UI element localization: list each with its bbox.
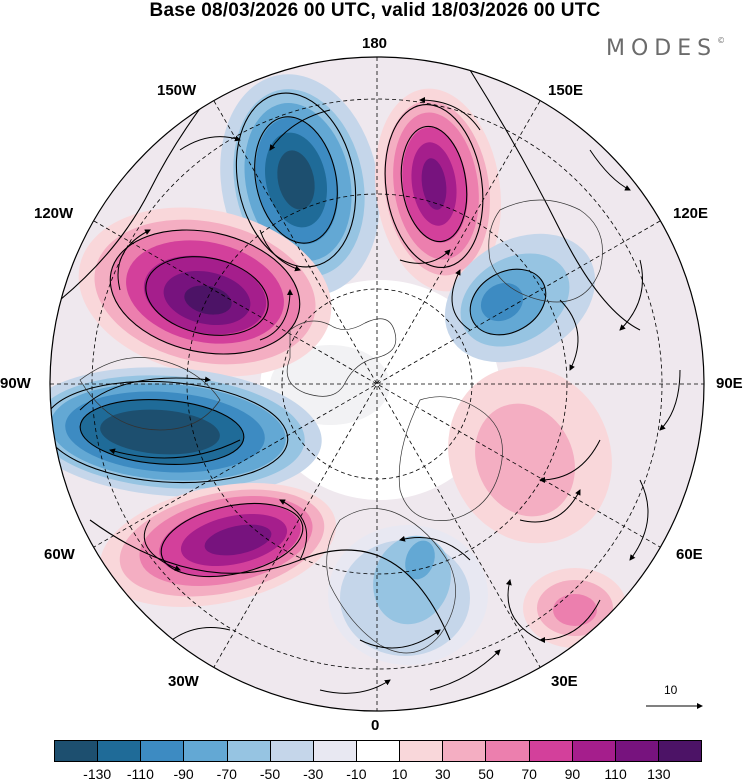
lon-label-120e: 120E: [673, 205, 709, 222]
lon-label-150w: 150W: [157, 82, 197, 99]
colorbar-tick-label: 70: [521, 766, 537, 782]
colorbar-tick-label: -130: [83, 766, 112, 782]
colorbar-swatch: [270, 741, 314, 761]
colorbar-tick-label: 90: [564, 766, 581, 782]
colorbar-swatch: [227, 741, 271, 761]
colorbar-swatch: [615, 741, 659, 761]
lon-label-30e: 30E: [551, 673, 578, 690]
logo-text: MODES: [606, 36, 718, 61]
wind-vectors: [79, 97, 681, 694]
reference-vector-label: 10: [664, 683, 678, 697]
colorbar-tick-label: -110: [126, 766, 154, 782]
map-boundary: [49, 56, 705, 712]
anomaly-siberia-negative: [444, 233, 596, 363]
colorbar-swatch: [400, 741, 444, 761]
colorbar-swatch: [356, 741, 401, 761]
colorbar-tick-label: 50: [478, 766, 494, 782]
lon-label-top: 180: [362, 35, 388, 52]
colorbar-swatch: [443, 741, 487, 761]
colorbar-swatch: [486, 741, 530, 761]
colorbar-tick-label: 10: [391, 766, 408, 782]
colorbar-swatch: [572, 741, 616, 761]
anomaly-atlantic-positive: [100, 483, 336, 607]
modes-logo: MODES©: [606, 36, 725, 61]
colorbar: [54, 740, 702, 762]
lon-label-30w: 30W: [168, 673, 199, 690]
map-title: Base 08/03/2026 00 UTC, valid 18/03/2026…: [149, 0, 601, 21]
logo-mark: ©: [717, 35, 726, 45]
colorbar-swatch: [313, 741, 357, 761]
lon-label-120w: 120W: [34, 205, 74, 222]
lon-label-right: 90E: [716, 375, 743, 392]
colorbar-tick-label: -50: [259, 766, 281, 782]
lon-label-60w: 60W: [44, 546, 75, 563]
colorbar-tick-label: 30: [435, 766, 451, 782]
colorbar-swatch: [141, 741, 185, 761]
colorbar-swatch: [98, 741, 142, 761]
colorbar-swatch: [184, 741, 228, 761]
lon-label-left: 90W: [0, 375, 31, 392]
colorbar-tick-label: -30: [303, 766, 324, 782]
anomaly-field: [50, 57, 704, 711]
colorbar-tick-label: 130: [647, 766, 671, 782]
anomaly-europe-negative: [328, 525, 488, 665]
colorbar-swatch: [55, 741, 99, 761]
lon-label-bottom: 0: [371, 717, 380, 734]
colorbar-tick-label: 110: [604, 766, 627, 782]
lon-label-150e: 150E: [548, 82, 584, 99]
colorbar-tick-label: -70: [216, 766, 237, 782]
colorbar-tick-label: -90: [173, 766, 194, 782]
anomaly-canada-positive: [78, 207, 332, 377]
colorbar-tick-label: -10: [346, 766, 367, 782]
colorbar-swatch: [529, 741, 573, 761]
lon-label-60e: 60E: [676, 546, 703, 563]
contours: [50, 69, 641, 641]
colorbar-swatch: [658, 741, 702, 761]
coastlines: [79, 199, 603, 654]
